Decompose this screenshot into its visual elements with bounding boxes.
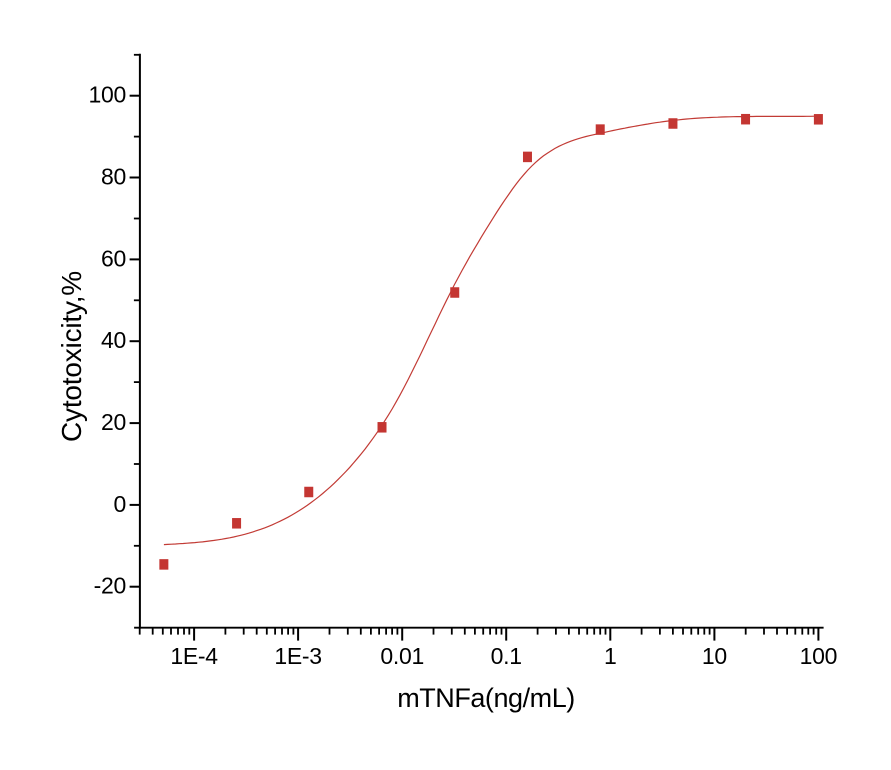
- svg-text:1: 1: [604, 643, 617, 669]
- svg-text:-20: -20: [94, 573, 126, 599]
- svg-text:Cytotoxicity,%: Cytotoxicity,%: [56, 271, 87, 442]
- svg-text:100: 100: [800, 643, 837, 669]
- svg-text:0: 0: [114, 491, 127, 517]
- svg-text:10: 10: [702, 643, 727, 669]
- svg-text:1E-3: 1E-3: [274, 643, 321, 669]
- svg-text:mTNFa(ng/mL): mTNFa(ng/mL): [397, 683, 575, 713]
- svg-text:100: 100: [89, 82, 126, 108]
- svg-text:1E-4: 1E-4: [170, 643, 218, 669]
- svg-text:40: 40: [101, 327, 126, 353]
- svg-text:0.1: 0.1: [491, 643, 522, 669]
- svg-text:60: 60: [101, 245, 126, 271]
- svg-text:80: 80: [101, 164, 126, 190]
- svg-text:20: 20: [101, 409, 126, 435]
- svg-text:0.01: 0.01: [380, 643, 424, 669]
